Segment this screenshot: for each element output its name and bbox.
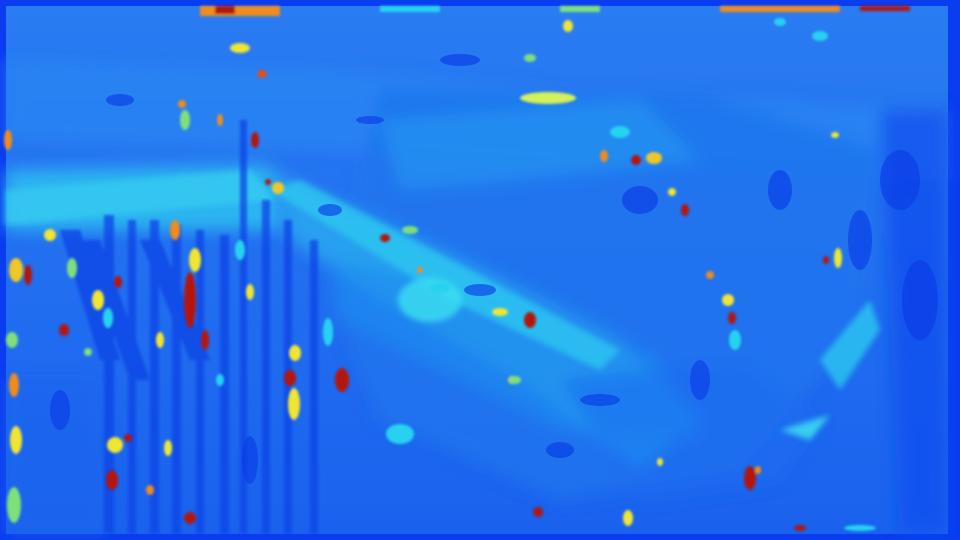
railing-stripes [60, 120, 318, 534]
noise-blotches [4, 6, 910, 531]
dark-speckles [50, 54, 938, 484]
